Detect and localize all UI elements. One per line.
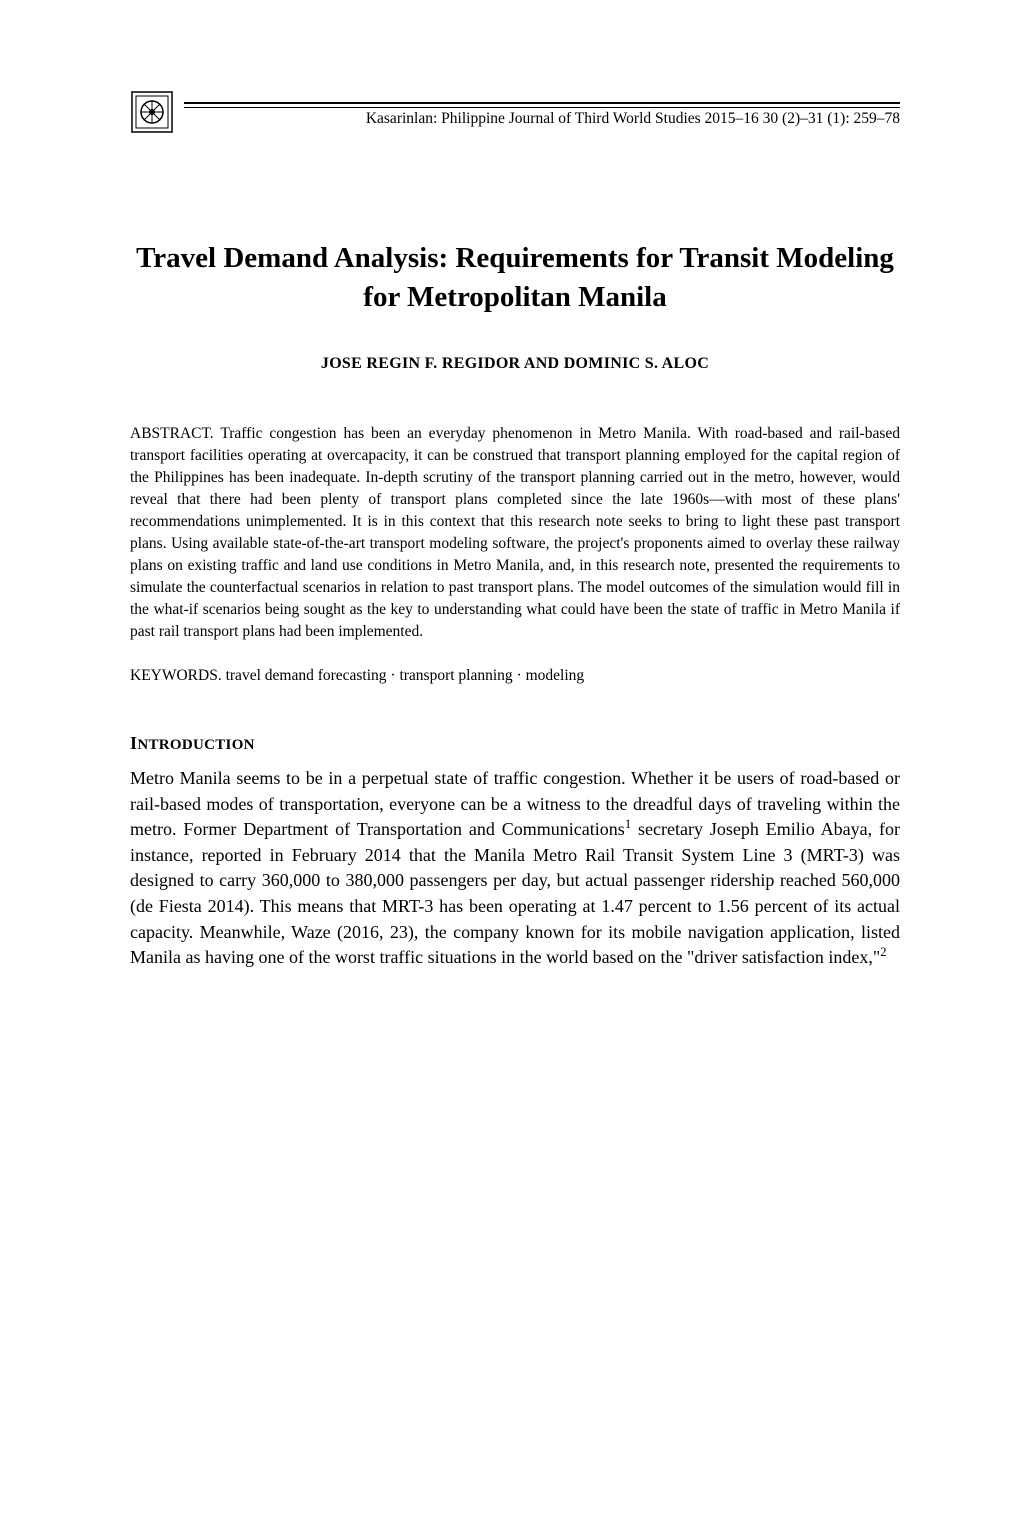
section-heading-introduction: INTRODUCTION <box>130 733 900 754</box>
keywords-label: KEYWORDS. <box>130 667 226 684</box>
journal-header: Kasarinlan: Philippine Journal of Third … <box>130 90 900 139</box>
keywords-line: KEYWORDS. travel demand forecasting · tr… <box>130 667 900 685</box>
heading-smallcaps: NTRODUCTION <box>137 737 254 753</box>
header-rule-thick <box>184 102 900 104</box>
footnote-ref-2: 2 <box>880 945 886 959</box>
journal-citation: Kasarinlan: Philippine Journal of Third … <box>184 108 900 128</box>
article-title: Travel Demand Analysis: Requirements for… <box>130 239 900 317</box>
abstract-body: Traffic congestion has been an everyday … <box>130 425 900 640</box>
keywords-body: travel demand forecasting · transport pl… <box>226 667 585 684</box>
abstract-label: ABSTRACT. <box>130 425 220 442</box>
header-rule-container: Kasarinlan: Philippine Journal of Third … <box>184 102 900 128</box>
journal-logo-icon <box>130 90 174 139</box>
intro-text-part2: secretary Joseph Emilio Abaya, for insta… <box>130 819 900 967</box>
intro-paragraph: Metro Manila seems to be in a perpetual … <box>130 766 900 970</box>
article-authors: JOSE REGIN F. REGIDOR AND DOMINIC S. ALO… <box>130 355 900 373</box>
abstract-paragraph: ABSTRACT. Traffic congestion has been an… <box>130 423 900 643</box>
